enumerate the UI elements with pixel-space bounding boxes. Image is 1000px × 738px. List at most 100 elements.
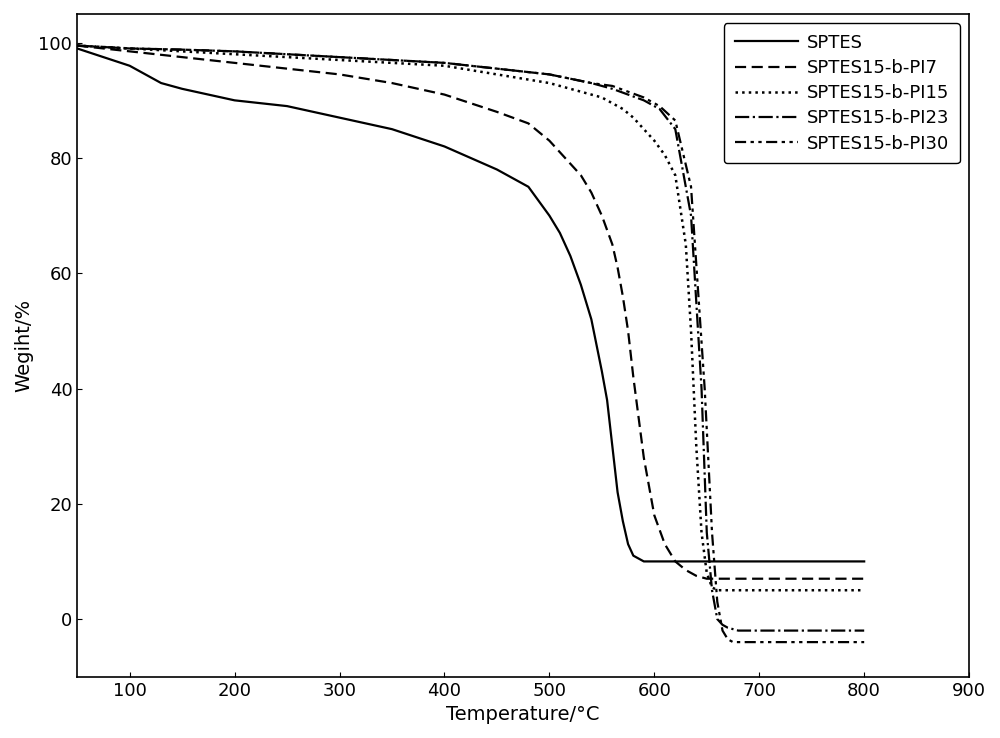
- SPTES15-b-PI23: [124, 44, 136, 53]
- SPTES15-b-PI15: [176, 47, 188, 56]
- SPTES15-b-PI30: [699, 384, 711, 393]
- SPTES15-b-PI23: [638, 96, 650, 105]
- SPTES: [71, 44, 83, 53]
- SPTES15-b-PI7: [386, 79, 398, 88]
- SPTES: [627, 551, 639, 560]
- SPTES15-b-PI7: [701, 574, 713, 583]
- SPTES15-b-PI15: [717, 586, 729, 595]
- SPTES15-b-PI7: [622, 326, 634, 335]
- SPTES15-b-PI30: [654, 102, 666, 111]
- SPTES15-b-PI15: [491, 70, 503, 79]
- SPTES: [543, 211, 555, 220]
- SPTES15-b-PI7: [543, 137, 555, 145]
- SPTES15-b-PI23: [386, 55, 398, 64]
- SPTES: [334, 113, 346, 122]
- SPTES15-b-PI30: [722, 635, 734, 644]
- SPTES15-b-PI30: [638, 93, 650, 102]
- SPTES15-b-PI23: [732, 626, 744, 635]
- SPTES15-b-PI23: [706, 586, 718, 595]
- Line: SPTES15-b-PI30: SPTES15-b-PI30: [77, 46, 864, 642]
- SPTES15-b-PI23: [438, 58, 450, 67]
- SPTES15-b-PI15: [575, 87, 587, 96]
- SPTES15-b-PI30: [229, 47, 241, 56]
- SPTES: [753, 557, 765, 566]
- SPTES15-b-PI30: [622, 87, 634, 96]
- SPTES15-b-PI15: [706, 583, 718, 592]
- SPTES15-b-PI7: [858, 574, 870, 583]
- SPTES: [491, 165, 503, 174]
- SPTES: [585, 315, 597, 324]
- SPTES15-b-PI7: [438, 90, 450, 99]
- Line: SPTES15-b-PI7: SPTES15-b-PI7: [77, 46, 864, 579]
- SPTES15-b-PI7: [648, 511, 660, 520]
- SPTES: [564, 252, 576, 261]
- SPTES15-b-PI30: [606, 81, 618, 90]
- SPTES: [617, 517, 629, 525]
- SPTES15-b-PI7: [606, 240, 618, 249]
- SPTES15-b-PI15: [696, 528, 708, 537]
- SPTES15-b-PI23: [669, 125, 681, 134]
- SPTES15-b-PI15: [229, 49, 241, 58]
- SPTES: [858, 557, 870, 566]
- SPTES15-b-PI7: [596, 211, 608, 220]
- SPTES15-b-PI23: [622, 90, 634, 99]
- SPTES: [633, 554, 645, 563]
- SPTES: [648, 557, 660, 566]
- SPTES15-b-PI30: [281, 49, 293, 58]
- SPTES15-b-PI30: [71, 41, 83, 50]
- SPTES15-b-PI15: [753, 586, 765, 595]
- SPTES15-b-PI7: [659, 539, 671, 548]
- SPTES15-b-PI23: [753, 626, 765, 635]
- SPTES15-b-PI7: [522, 119, 534, 128]
- Line: SPTES: SPTES: [77, 49, 864, 562]
- SPTES15-b-PI23: [858, 626, 870, 635]
- SPTES15-b-PI23: [491, 64, 503, 73]
- SPTES15-b-PI15: [596, 93, 608, 102]
- SPTES15-b-PI15: [606, 99, 618, 108]
- SPTES: [386, 125, 398, 134]
- SPTES15-b-PI30: [732, 638, 744, 646]
- SPTES15-b-PI7: [612, 263, 624, 272]
- SPTES15-b-PI23: [717, 621, 729, 630]
- SPTES15-b-PI23: [722, 624, 734, 632]
- SPTES15-b-PI30: [334, 52, 346, 61]
- SPTES15-b-PI7: [753, 574, 765, 583]
- SPTES15-b-PI15: [648, 137, 660, 145]
- Y-axis label: Wegiht/%: Wegiht/%: [14, 299, 33, 392]
- SPTES15-b-PI30: [124, 44, 136, 53]
- SPTES15-b-PI7: [334, 70, 346, 79]
- SPTES15-b-PI7: [71, 41, 83, 50]
- SPTES15-b-PI7: [669, 557, 681, 566]
- SPTES15-b-PI15: [711, 586, 723, 595]
- SPTES15-b-PI15: [124, 44, 136, 53]
- SPTES15-b-PI7: [281, 64, 293, 73]
- SPTES15-b-PI15: [543, 79, 555, 88]
- SPTES15-b-PI15: [617, 105, 629, 114]
- SPTES: [596, 367, 608, 376]
- SPTES15-b-PI15: [438, 61, 450, 70]
- SPTES15-b-PI23: [696, 384, 708, 393]
- Line: SPTES15-b-PI15: SPTES15-b-PI15: [77, 46, 864, 590]
- SPTES15-b-PI15: [659, 151, 671, 159]
- SPTES15-b-PI30: [543, 70, 555, 79]
- SPTES15-b-PI15: [334, 55, 346, 64]
- SPTES: [155, 79, 167, 88]
- Line: SPTES15-b-PI23: SPTES15-b-PI23: [77, 46, 864, 630]
- SPTES15-b-PI15: [638, 125, 650, 134]
- SPTES15-b-PI15: [680, 240, 692, 249]
- SPTES15-b-PI30: [711, 597, 723, 606]
- SPTES15-b-PI30: [858, 638, 870, 646]
- Legend: SPTES, SPTES15-b-PI7, SPTES15-b-PI15, SPTES15-b-PI23, SPTES15-b-PI30: SPTES, SPTES15-b-PI7, SPTES15-b-PI15, SP…: [724, 23, 960, 164]
- SPTES15-b-PI30: [176, 45, 188, 54]
- SPTES15-b-PI7: [176, 52, 188, 61]
- SPTES15-b-PI23: [606, 84, 618, 93]
- SPTES: [124, 61, 136, 70]
- SPTES15-b-PI23: [334, 52, 346, 61]
- SPTES: [701, 557, 713, 566]
- SPTES15-b-PI15: [71, 41, 83, 50]
- SPTES15-b-PI23: [711, 615, 723, 624]
- SPTES15-b-PI7: [585, 188, 597, 197]
- SPTES15-b-PI15: [858, 586, 870, 595]
- SPTES: [554, 229, 566, 238]
- SPTES15-b-PI7: [638, 453, 650, 462]
